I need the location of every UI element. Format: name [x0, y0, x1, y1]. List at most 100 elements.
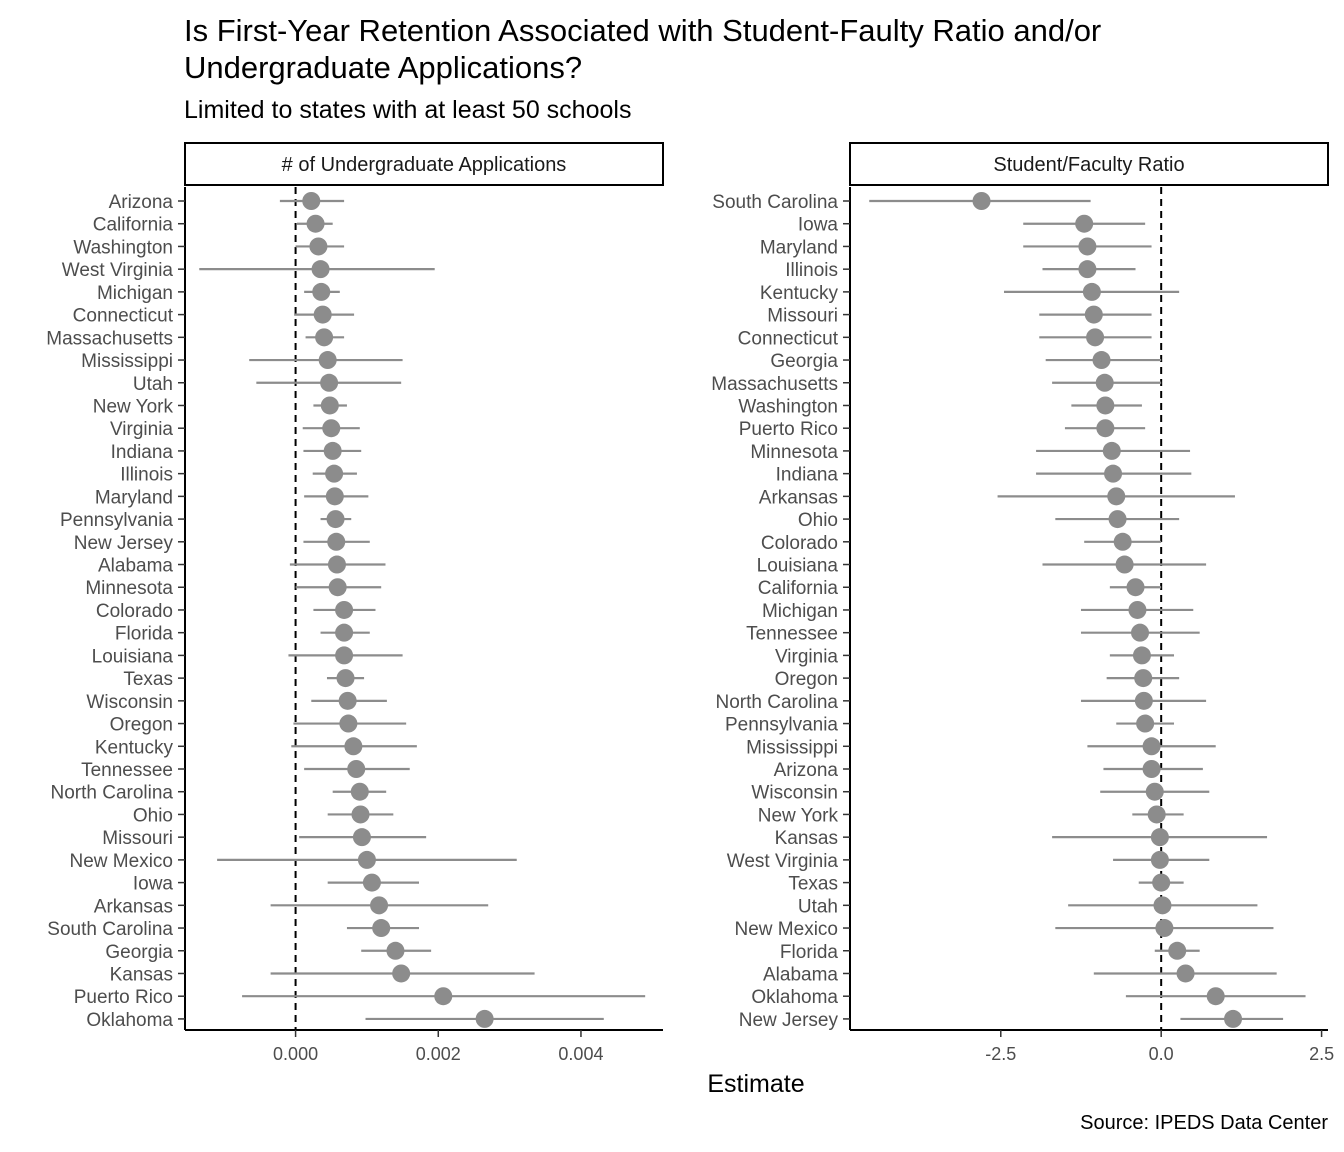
y-tick-label: Michigan	[762, 601, 838, 622]
x-axis-label: Estimate	[707, 1070, 805, 1098]
estimate-point	[1128, 600, 1147, 619]
y-tick-label: Alabama	[98, 556, 173, 577]
estimate-point	[350, 782, 369, 801]
estimate-point	[972, 192, 991, 210]
y-tick-label: Ohio	[133, 805, 173, 826]
estimate-point	[362, 873, 381, 892]
facet-strip	[849, 142, 1329, 186]
y-tick-label: West Virginia	[62, 260, 174, 281]
y-tick-label: Virginia	[110, 419, 173, 440]
estimate-point	[1131, 623, 1150, 642]
y-tick-label: Louisiana	[92, 646, 174, 667]
estimate-point	[336, 669, 355, 688]
y-tick-label: South Carolina	[47, 919, 173, 940]
y-tick-label: Ohio	[798, 510, 838, 531]
y-tick-label: Illinois	[785, 260, 838, 281]
estimate-point	[322, 419, 341, 438]
estimate-point	[326, 510, 345, 529]
estimate-point	[372, 919, 391, 938]
y-tick-label: Oregon	[110, 715, 173, 736]
y-tick-label: California	[758, 578, 839, 599]
estimate-point	[1095, 373, 1114, 392]
y-tick-label: Tennessee	[81, 760, 173, 781]
estimate-point	[1082, 282, 1101, 301]
estimate-point	[320, 396, 339, 415]
y-tick-label: North Carolina	[51, 783, 174, 804]
y-tick-label: Arkansas	[759, 487, 838, 508]
facet-strip	[184, 142, 664, 186]
estimate-point	[335, 646, 354, 665]
estimate-point	[1075, 214, 1094, 233]
y-tick-label: Alabama	[763, 964, 838, 985]
estimate-point	[1086, 328, 1105, 347]
y-tick-label: Maryland	[95, 487, 173, 508]
y-tick-label: Minnesota	[750, 442, 838, 463]
estimate-point	[302, 192, 321, 210]
facet-strip-label: Student/Faculty Ratio	[993, 154, 1184, 176]
x-tick-label: 0.000	[273, 1044, 318, 1064]
estimate-point	[1108, 510, 1127, 529]
y-tick-label: New Jersey	[739, 1010, 839, 1031]
estimate-point	[1084, 305, 1103, 324]
estimate-point	[325, 464, 344, 483]
estimate-point	[311, 260, 330, 279]
estimate-point	[392, 964, 411, 983]
y-tick-label: Virginia	[775, 646, 838, 667]
y-tick-label: Puerto Rico	[74, 987, 173, 1008]
y-tick-label: Oklahoma	[751, 987, 838, 1008]
estimate-point	[1104, 464, 1123, 483]
estimate-point	[327, 532, 346, 551]
estimate-point	[328, 578, 347, 597]
y-tick-label: Louisiana	[757, 556, 839, 577]
estimate-point	[352, 828, 371, 847]
estimate-point	[1168, 941, 1187, 960]
y-tick-label: New Jersey	[74, 533, 174, 554]
y-tick-label: Iowa	[133, 874, 174, 895]
y-tick-label: California	[93, 215, 174, 236]
estimate-point	[1132, 646, 1151, 665]
estimate-point	[335, 623, 354, 642]
y-tick-label: West Virginia	[727, 851, 839, 872]
y-tick-label: Oregon	[775, 669, 838, 690]
estimate-point	[320, 373, 339, 392]
estimate-point	[1092, 351, 1111, 370]
estimate-point	[315, 328, 334, 347]
estimate-point	[1206, 987, 1225, 1006]
y-tick-label: Wisconsin	[86, 692, 173, 713]
y-tick-label: Washington	[738, 396, 838, 417]
estimate-point	[1150, 828, 1169, 847]
y-tick-label: Indiana	[776, 465, 839, 486]
estimate-point	[1136, 714, 1155, 733]
y-tick-label: Utah	[133, 374, 173, 395]
y-tick-label: Michigan	[97, 283, 173, 304]
y-tick-label: Kansas	[775, 828, 838, 849]
estimate-point	[306, 214, 325, 233]
y-tick-label: Washington	[73, 237, 173, 258]
y-tick-label: New Mexico	[70, 851, 173, 872]
estimate-point	[386, 941, 405, 960]
y-tick-label: New York	[93, 396, 174, 417]
estimate-point	[1224, 1009, 1243, 1028]
estimate-point	[1142, 760, 1161, 778]
estimate-point	[357, 850, 376, 869]
y-tick-label: Missouri	[767, 306, 838, 327]
estimate-point	[1107, 487, 1126, 506]
estimate-point	[312, 282, 331, 301]
estimate-point	[1096, 396, 1115, 415]
facet-strip-label: # of Undergraduate Applications	[282, 154, 567, 176]
y-tick-label: Pennsylvania	[725, 715, 838, 736]
y-tick-label: Kansas	[110, 964, 173, 985]
y-tick-label: Illinois	[120, 465, 173, 486]
y-tick-label: Massachusetts	[711, 374, 838, 395]
y-tick-label: Connecticut	[73, 306, 174, 327]
estimate-point	[1134, 691, 1153, 710]
y-tick-label: Colorado	[761, 533, 838, 554]
x-tick-label: -2.5	[985, 1044, 1016, 1064]
estimate-point	[1102, 441, 1121, 460]
y-tick-label: North Carolina	[716, 692, 839, 713]
y-tick-label: Iowa	[798, 215, 839, 236]
y-tick-label: Arkansas	[94, 896, 173, 917]
chart-caption: Source: IPEDS Data Center	[1080, 1112, 1328, 1134]
estimate-point	[1150, 850, 1169, 869]
